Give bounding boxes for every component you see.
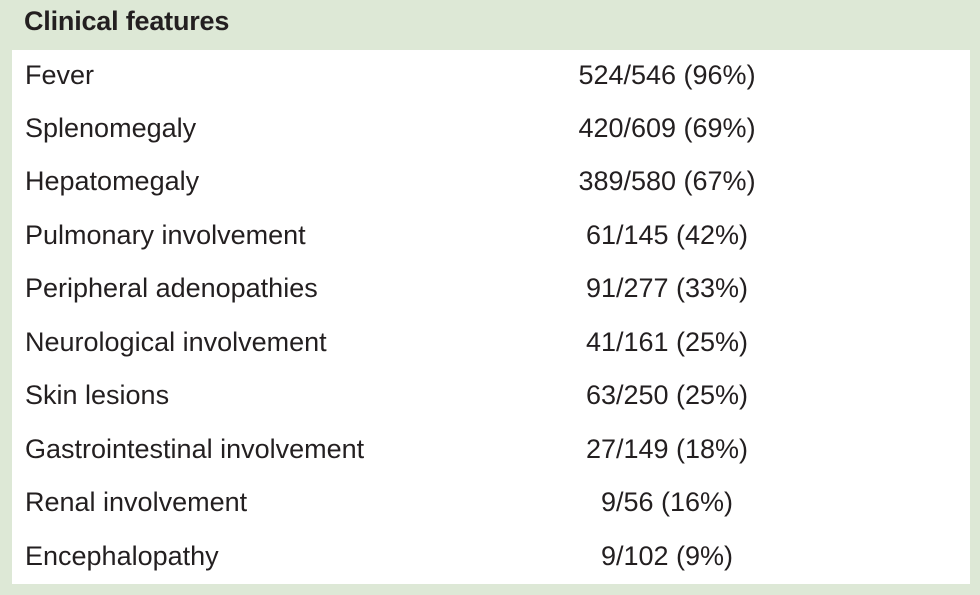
row-value: 9/56 (16%): [600, 487, 734, 517]
row-value: 389/580 (67%): [578, 166, 756, 196]
table-row: Skin lesions 63/250 (25%): [12, 370, 970, 423]
row-label: Skin lesions: [25, 380, 170, 410]
row-value: 27/149 (18%): [585, 434, 749, 464]
row-label: Hepatomegaly: [25, 166, 200, 196]
table-row: Fever 524/546 (96%): [12, 50, 970, 103]
row-label: Neurological involvement: [25, 327, 327, 357]
table-row: Encephalopathy 9/102 (9%): [12, 531, 970, 584]
table-row: Renal involvement 9/56 (16%): [12, 477, 970, 530]
row-value: 524/546 (96%): [578, 60, 756, 90]
row-value: 63/250 (25%): [585, 380, 749, 410]
table-row: Splenomegaly 420/609 (69%): [12, 103, 970, 156]
row-label: Pulmonary involvement: [25, 220, 306, 250]
row-label: Gastrointestinal involvement: [25, 434, 365, 464]
row-value: 91/277 (33%): [585, 273, 749, 303]
row-label: Renal involvement: [25, 487, 248, 517]
row-label: Encephalopathy: [25, 541, 219, 571]
table-title: Clinical features: [24, 6, 230, 36]
table-row: Hepatomegaly 389/580 (67%): [12, 156, 970, 209]
table-header: Clinical features: [0, 0, 980, 50]
table-row: Peripheral adenopathies 91/277 (33%): [12, 263, 970, 316]
row-value: 41/161 (25%): [585, 327, 749, 357]
table-body: Fever 524/546 (96%) Splenomegaly 420/609…: [12, 50, 970, 584]
row-label: Fever: [25, 60, 95, 90]
row-value: 9/102 (9%): [600, 541, 734, 571]
row-label: Splenomegaly: [25, 113, 197, 143]
row-value: 61/145 (42%): [585, 220, 749, 250]
row-label: Peripheral adenopathies: [25, 273, 318, 303]
table-row: Neurological involvement 41/161 (25%): [12, 317, 970, 370]
table-row: Pulmonary involvement 61/145 (42%): [12, 210, 970, 263]
row-value: 420/609 (69%): [578, 113, 756, 143]
table-row: Gastrointestinal involvement 27/149 (18%…: [12, 424, 970, 477]
